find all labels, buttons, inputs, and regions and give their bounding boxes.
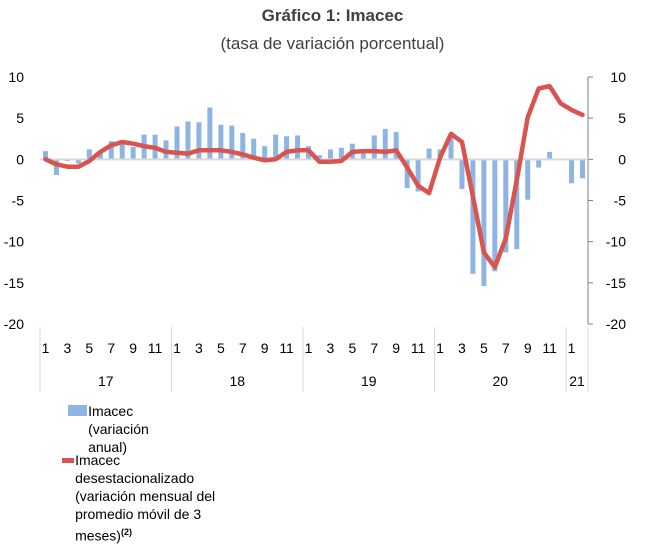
legend-swatch-bar xyxy=(68,405,87,416)
y-tick-label-left: -10 xyxy=(4,234,24,250)
y-tick-label-left: 10 xyxy=(8,69,24,85)
x-tick-label-year: 18 xyxy=(229,373,245,389)
x-tick-label-year: 20 xyxy=(493,373,509,389)
bar xyxy=(131,147,136,159)
x-tick-label-month: 3 xyxy=(458,340,466,356)
bar xyxy=(218,125,223,160)
bar xyxy=(525,159,530,199)
y-tick-label-left: 5 xyxy=(16,110,24,126)
bar xyxy=(459,159,464,189)
bar xyxy=(580,159,585,178)
y-axis-left: 10 5 0 -5 -10 -15 -20 xyxy=(4,69,24,332)
bar xyxy=(427,149,432,160)
y-tick-label-right: -5 xyxy=(614,193,627,209)
x-tick-label-month: 3 xyxy=(327,340,335,356)
x-tick-label-month: 9 xyxy=(129,340,137,356)
legend-label-bar: Imacec (variación anual) xyxy=(88,402,167,456)
y-tick-label-right: 10 xyxy=(610,69,626,85)
x-tick-label-month: 1 xyxy=(173,340,181,356)
x-tick-label-month: 9 xyxy=(524,340,532,356)
y-tick-label-right: 0 xyxy=(618,151,626,167)
bar xyxy=(372,135,377,159)
bar xyxy=(383,129,388,159)
bar xyxy=(536,159,541,167)
x-tick-label-month: 3 xyxy=(195,340,203,356)
x-tick-label-month: 5 xyxy=(348,340,356,356)
y-tick-label-left: -15 xyxy=(4,275,24,291)
y-tick-label-right: -15 xyxy=(606,275,626,291)
line-series xyxy=(45,86,582,267)
x-tick-label-year: 21 xyxy=(569,373,585,389)
x-tick-label-month: 7 xyxy=(107,340,115,356)
x-tick-label-month: 5 xyxy=(217,340,225,356)
bar xyxy=(262,146,267,159)
bar xyxy=(547,152,552,159)
bar xyxy=(328,149,333,159)
x-tick-label-month: 7 xyxy=(239,340,247,356)
y-tick-label-right: 5 xyxy=(618,110,626,126)
x-tick-label-month: 3 xyxy=(64,340,72,356)
x-tick-label-month: 7 xyxy=(370,340,378,356)
x-tick-label-month: 11 xyxy=(542,340,557,356)
y-tick-label-left: -5 xyxy=(12,193,25,209)
legend-item-line: Imacec desestacionalizado (variación men… xyxy=(62,451,219,545)
x-tick-label-month: 11 xyxy=(411,340,426,356)
x-tick-label-month: 7 xyxy=(502,340,510,356)
line-path xyxy=(46,86,583,267)
x-tick-label-month: 1 xyxy=(436,340,444,356)
x-tick-label-month: 9 xyxy=(261,340,269,356)
legend-footnote: (2) xyxy=(121,527,132,537)
x-tick-label-month: 1 xyxy=(42,340,50,356)
y-tick-label-left: 0 xyxy=(16,151,24,167)
bar-series xyxy=(43,107,585,286)
bar xyxy=(196,122,201,159)
x-tick-label-month: 1 xyxy=(305,340,313,356)
legend-label-line-2: meses) xyxy=(75,528,121,544)
bar xyxy=(295,135,300,159)
x-tick-label-year: 19 xyxy=(361,373,377,389)
x-tick-label-month: 5 xyxy=(480,340,488,356)
y-tick-label-right: -10 xyxy=(606,234,626,250)
x-tick-label-month: 1 xyxy=(568,340,576,356)
y-axis-right: 10 5 0 -5 -10 -15 -20 xyxy=(588,69,626,332)
legend-label-line: Imacec desestacionalizado (variación men… xyxy=(75,451,219,545)
bar xyxy=(569,159,574,183)
x-tick-label-month: 5 xyxy=(85,340,93,356)
x-tick-label-year: 17 xyxy=(98,373,114,389)
bar xyxy=(492,159,497,271)
bar xyxy=(284,136,289,159)
x-tick-label-month: 11 xyxy=(148,340,163,356)
y-tick-label-left: -20 xyxy=(4,316,24,332)
y-tick-label-right: -20 xyxy=(606,316,626,332)
legend-swatch-line xyxy=(62,458,74,463)
bar xyxy=(481,159,486,286)
legend-item-bar: Imacec (variación anual) xyxy=(68,402,167,456)
x-tick-label-month: 11 xyxy=(279,340,294,356)
x-tick-label-month: 9 xyxy=(392,340,400,356)
legend-label-line-1: Imacec desestacionalizado (variación men… xyxy=(75,452,215,522)
